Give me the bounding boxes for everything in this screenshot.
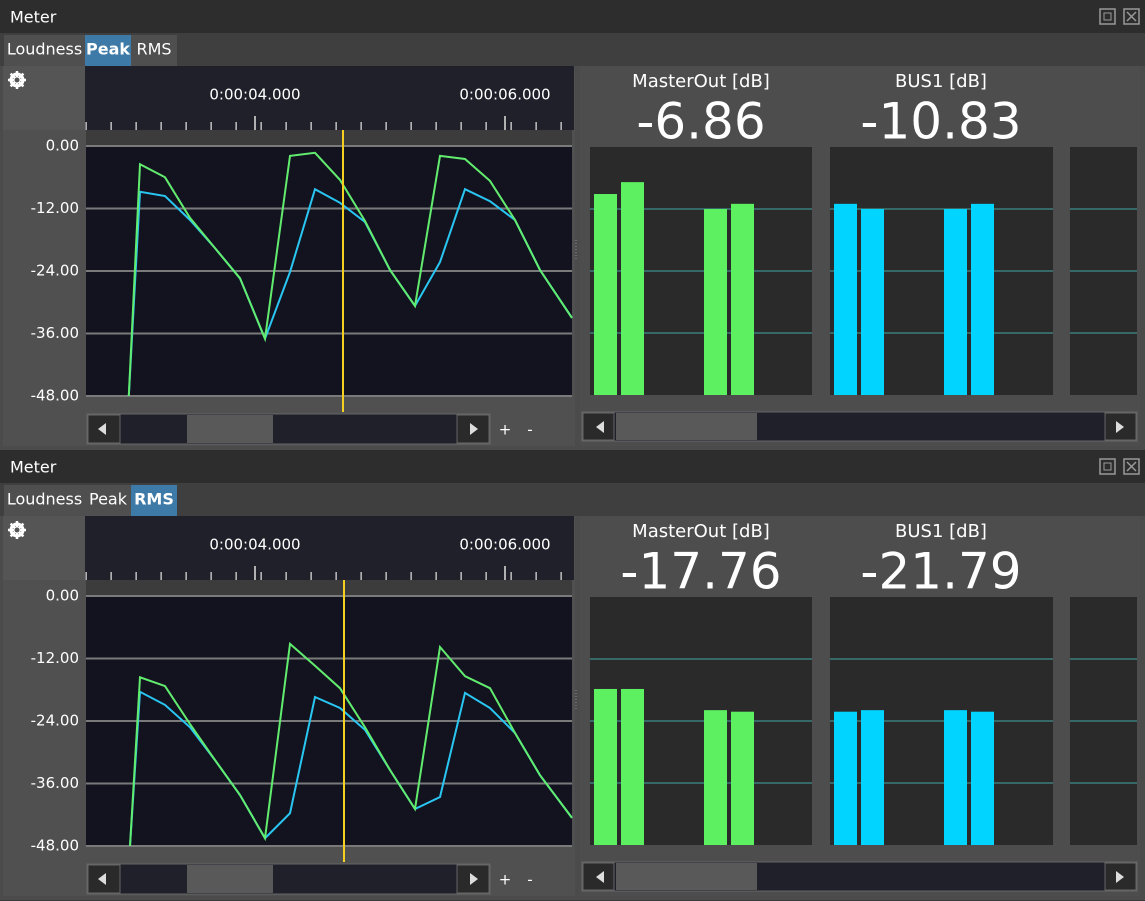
scroll-arrow <box>596 871 604 883</box>
scroll-button[interactable] <box>1104 412 1137 441</box>
tab[interactable] <box>131 485 177 516</box>
zoom-out[interactable]: - <box>527 421 532 439</box>
scroll-arrow <box>596 421 604 433</box>
scroll-arrow <box>470 873 478 885</box>
time-label: 0:00:06.000 <box>459 536 550 554</box>
timeline-minor-ticks <box>85 122 574 130</box>
scroll-arrow <box>98 423 106 435</box>
level-bar <box>594 194 617 395</box>
title-bar <box>0 0 1145 33</box>
level-bar <box>944 710 967 845</box>
tab-bar <box>0 33 1145 66</box>
y-tick-label: -48.00 <box>31 387 79 405</box>
level-bar <box>704 209 727 395</box>
y-tick-label: -48.00 <box>31 837 79 855</box>
level-bar <box>861 710 884 845</box>
meter-name: MasterOut [dB] <box>632 521 770 542</box>
timeline <box>85 516 574 580</box>
time-label: 0:00:04.000 <box>209 536 300 554</box>
zoom-in[interactable]: + <box>499 421 512 439</box>
level-bar <box>834 203 857 395</box>
time-label: 0:00:04.000 <box>209 86 300 104</box>
level-bar <box>971 711 994 845</box>
close-icon <box>1126 11 1137 22</box>
y-tick-label: -36.00 <box>31 774 79 792</box>
scroll-button[interactable] <box>87 864 121 894</box>
tab-label[interactable]: RMS <box>136 40 171 59</box>
meter-scrollbar-thumb[interactable] <box>616 413 757 440</box>
level-bar <box>731 711 754 845</box>
scrollbar-track[interactable] <box>86 863 491 895</box>
zoom-in[interactable]: + <box>499 871 512 889</box>
level-bar <box>834 711 857 845</box>
meter-name: BUS1 [dB] <box>895 71 987 92</box>
panel-title: Meter <box>10 458 57 477</box>
tab-label[interactable]: Loudness <box>7 40 82 59</box>
tab-label[interactable]: Peak <box>86 40 130 59</box>
tab[interactable] <box>85 35 131 66</box>
scroll-arrow <box>98 873 106 885</box>
y-tick-label: -24.00 <box>31 262 79 280</box>
tab[interactable] <box>85 485 131 516</box>
scrollbar-thumb[interactable] <box>187 865 273 893</box>
level-bar <box>621 688 644 845</box>
panel-title: Meter <box>10 8 57 27</box>
y-tick-label: -12.00 <box>31 199 79 217</box>
zoom-out[interactable]: - <box>527 871 532 889</box>
plot-strip <box>86 130 572 146</box>
scrollbar-thumb[interactable] <box>187 415 273 443</box>
y-tick-label: 0.00 <box>46 137 79 155</box>
tab[interactable] <box>131 35 177 66</box>
scroll-arrow <box>470 423 478 435</box>
close-icon <box>1126 461 1137 472</box>
y-tick-label: -24.00 <box>31 712 79 730</box>
meter-name: MasterOut [dB] <box>632 71 770 92</box>
level-bar <box>944 209 967 395</box>
timeline-minor-ticks <box>85 572 574 580</box>
level-bar <box>704 710 727 845</box>
meter-panel: Meter Loudness Peak RMS 0:00:04.000 0:00:06.0… <box>0 0 1145 450</box>
tab-bar <box>0 483 1145 516</box>
scroll-arrow <box>1116 421 1124 433</box>
time-label: 0:00:06.000 <box>459 86 550 104</box>
tab-label[interactable]: Loudness <box>7 490 82 509</box>
level-line <box>127 187 573 397</box>
timeline <box>85 66 574 130</box>
level-line <box>129 641 573 847</box>
meter-name: BUS1 [dB] <box>895 521 987 542</box>
settings-gear[interactable] <box>8 71 26 89</box>
meter-panel: Meter Loudness Peak RMS 0:00:04.000 0:00:06.0… <box>0 450 1145 900</box>
level-bar <box>621 182 644 395</box>
plot-strip <box>86 580 572 596</box>
level-bar <box>594 688 617 845</box>
scrollbar-track[interactable] <box>86 413 491 445</box>
tab-label[interactable]: RMS <box>134 490 174 509</box>
meter-value: -21.79 <box>860 543 1021 601</box>
y-tick-label: -36.00 <box>31 324 79 342</box>
meter-scrollbar-thumb[interactable] <box>616 863 757 890</box>
close-button[interactable] <box>1123 458 1140 475</box>
title-bar <box>0 450 1145 483</box>
float-button[interactable] <box>1099 458 1116 475</box>
level-bar <box>971 203 994 395</box>
settings-gear[interactable] <box>8 521 26 539</box>
scroll-arrow <box>1116 871 1124 883</box>
meter-value: -6.86 <box>636 93 765 151</box>
y-tick-label: -12.00 <box>31 649 79 667</box>
tab[interactable] <box>4 35 85 66</box>
tab-label[interactable]: Peak <box>89 490 128 509</box>
level-line <box>129 690 573 847</box>
meter-value: -10.83 <box>860 93 1021 151</box>
level-bar <box>861 209 884 395</box>
close-button[interactable] <box>1123 8 1140 25</box>
y-tick-label: 0.00 <box>46 587 79 605</box>
level-line <box>127 151 573 397</box>
level-bar <box>731 203 754 395</box>
float-icon <box>1103 462 1112 471</box>
tab[interactable] <box>4 485 85 516</box>
float-button[interactable] <box>1099 8 1116 25</box>
meter-value: -17.76 <box>620 543 781 601</box>
float-icon <box>1103 12 1112 21</box>
